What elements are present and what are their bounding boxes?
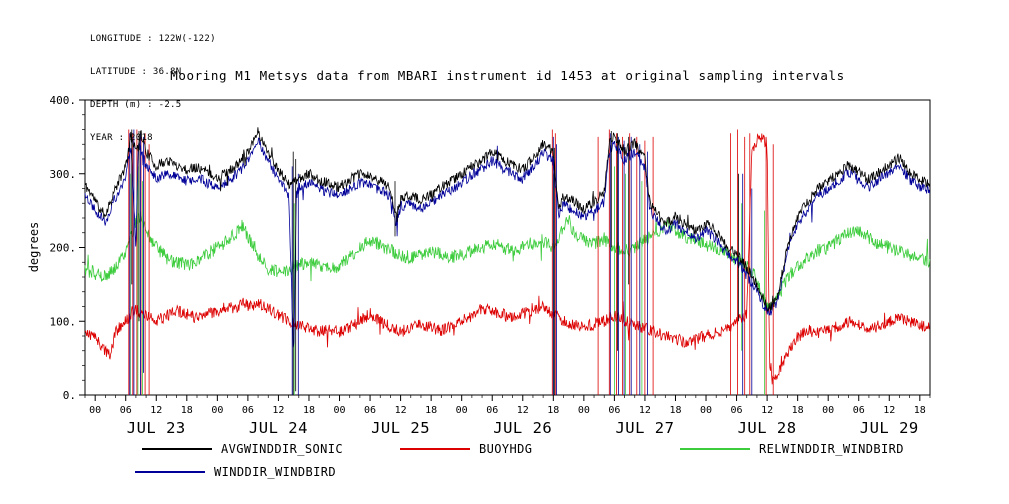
- svg-text:12: 12: [517, 405, 529, 416]
- svg-text:06: 06: [853, 405, 865, 416]
- svg-text:06: 06: [120, 405, 132, 416]
- y-axis-label: degrees: [27, 221, 41, 273]
- chart-title: Mooring M1 Metsys data from MBARI instru…: [170, 68, 845, 83]
- svg-text:300.: 300.: [50, 168, 77, 181]
- svg-text:JUL 27: JUL 27: [615, 419, 674, 437]
- svg-text:JUL 26: JUL 26: [493, 419, 552, 437]
- svg-text:06: 06: [242, 405, 254, 416]
- svg-text:18: 18: [303, 405, 315, 416]
- svg-text:400.: 400.: [50, 94, 77, 107]
- svg-text:12: 12: [150, 405, 162, 416]
- svg-text:JUL 25: JUL 25: [371, 419, 430, 437]
- svg-text:00: 00: [89, 405, 101, 416]
- svg-text:06: 06: [608, 405, 620, 416]
- svg-text:12: 12: [883, 405, 895, 416]
- header-metadata: LONGITUDE : 122W(-122) LATITUDE : 36.8N …: [90, 12, 216, 155]
- svg-text:12: 12: [639, 405, 651, 416]
- svg-text:JUL 24: JUL 24: [249, 419, 308, 437]
- svg-text:00: 00: [333, 405, 345, 416]
- svg-text:18: 18: [547, 405, 559, 416]
- svg-text:18: 18: [425, 405, 437, 416]
- metadata-longitude: LONGITUDE : 122W(-122): [90, 34, 216, 44]
- metadata-latitude: LATITUDE : 36.8N: [90, 67, 182, 77]
- svg-text:200.: 200.: [50, 242, 77, 255]
- svg-text:00: 00: [456, 405, 468, 416]
- svg-text:JUL 29: JUL 29: [860, 419, 919, 437]
- metadata-year: YEAR : 2018: [90, 133, 153, 143]
- svg-text:06: 06: [486, 405, 498, 416]
- svg-text:0.: 0.: [63, 389, 76, 402]
- svg-text:100.: 100.: [50, 315, 77, 328]
- svg-text:18: 18: [792, 405, 804, 416]
- svg-text:12: 12: [272, 405, 284, 416]
- svg-text:12: 12: [761, 405, 773, 416]
- svg-text:06: 06: [364, 405, 376, 416]
- svg-text:12: 12: [395, 405, 407, 416]
- svg-text:JUL 23: JUL 23: [127, 419, 186, 437]
- svg-text:00: 00: [578, 405, 590, 416]
- svg-text:06: 06: [731, 405, 743, 416]
- svg-text:JUL 28: JUL 28: [738, 419, 797, 437]
- svg-text:00: 00: [700, 405, 712, 416]
- metadata-depth: DEPTH (m) : -2.5: [90, 100, 182, 110]
- svg-text:18: 18: [669, 405, 681, 416]
- svg-text:18: 18: [914, 405, 926, 416]
- svg-text:00: 00: [822, 405, 834, 416]
- svg-text:00: 00: [211, 405, 223, 416]
- svg-text:18: 18: [181, 405, 193, 416]
